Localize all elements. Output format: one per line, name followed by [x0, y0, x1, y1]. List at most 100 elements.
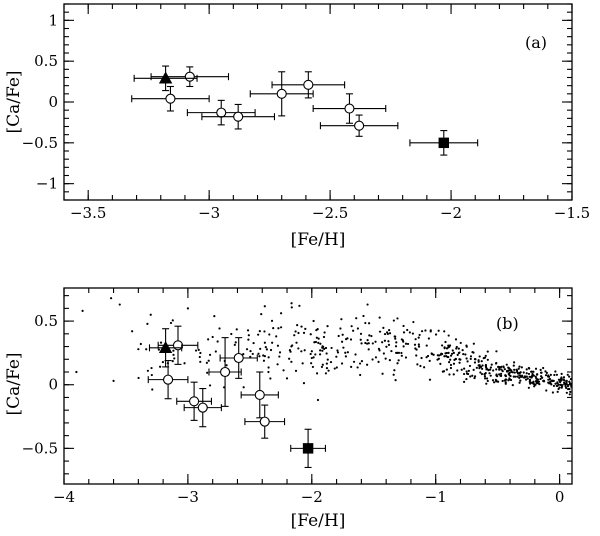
field-star-point: [146, 322, 149, 326]
field-star-point: [400, 354, 403, 357]
field-star-point: [417, 345, 421, 348]
data-point-open-circle: [147, 359, 189, 400]
field-star-point: [402, 340, 405, 343]
field-star-point: [556, 390, 559, 393]
field-star-point: [354, 353, 357, 356]
field-star-point: [505, 370, 509, 373]
open-circle-marker: [163, 374, 174, 385]
field-star-point: [511, 384, 514, 387]
field-star-point: [527, 366, 530, 370]
open-circle-marker: [354, 120, 365, 131]
field-star-point: [510, 370, 513, 373]
field-star-point: [443, 355, 446, 358]
field-star-point: [378, 330, 382, 333]
field-star-point: [339, 327, 342, 330]
field-star-point: [562, 378, 565, 381]
field-star-point: [291, 344, 294, 347]
field-star-point: [358, 362, 362, 365]
field-star-point: [519, 375, 523, 378]
field-star-point: [531, 373, 535, 377]
panel-b-x-axis-label: [Fe/H]: [291, 511, 346, 531]
field-star-point: [465, 357, 468, 360]
field-star-point: [454, 357, 458, 361]
field-star-point: [312, 356, 315, 359]
field-star-point: [443, 330, 446, 333]
field-star-point: [364, 341, 367, 345]
field-star-point: [449, 366, 453, 370]
panel-b-marks: [147, 325, 326, 469]
field-star-point: [489, 368, 492, 371]
field-star-point: [490, 363, 493, 366]
field-star-point: [264, 346, 267, 349]
field-star-point: [404, 342, 408, 345]
field-star-point: [508, 377, 511, 380]
field-star-point: [303, 349, 306, 352]
field-star-point: [479, 371, 482, 374]
field-star-point: [524, 378, 528, 381]
field-star-point: [383, 339, 387, 342]
field-star-point: [548, 377, 552, 381]
field-star-point: [263, 305, 266, 308]
field-star-point: [523, 376, 526, 379]
field-star-point: [473, 376, 476, 380]
field-star-point: [547, 381, 550, 384]
field-star-point: [366, 303, 369, 306]
field-star-point: [118, 303, 121, 306]
field-star-point: [551, 391, 555, 394]
field-star-point: [568, 382, 572, 385]
field-star-point: [440, 344, 444, 347]
field-star-point: [378, 316, 381, 319]
field-star-point: [497, 365, 500, 368]
field-star-point: [112, 379, 115, 383]
field-star-point: [505, 363, 508, 366]
field-star-point: [146, 369, 149, 372]
field-star-point: [297, 347, 300, 350]
field-star-point: [553, 373, 556, 377]
field-star-point: [149, 313, 152, 316]
field-star-point: [400, 338, 403, 341]
field-star-point: [295, 341, 298, 344]
data-point-open-circle: [244, 404, 286, 439]
field-star-point: [503, 379, 506, 382]
field-star-point: [352, 360, 356, 363]
field-star-point: [551, 379, 554, 383]
x-tick-label: −4: [53, 488, 75, 506]
field-star-point: [536, 373, 539, 376]
field-star-point: [315, 329, 318, 332]
field-star-point: [465, 370, 468, 373]
field-star-point: [330, 346, 333, 350]
field-star-point: [559, 379, 562, 382]
panel-a-frame: [63, 3, 573, 201]
field-star-point: [235, 328, 238, 331]
field-star-point: [545, 371, 548, 374]
field-star-point: [145, 348, 148, 351]
panel-b-tick-labels: −4 −3 −2 −1 0 −0.5 0 0.5: [22, 312, 565, 506]
field-star-point: [151, 388, 154, 391]
field-star-point: [300, 325, 303, 328]
open-circle-marker: [220, 366, 231, 378]
field-star-point: [216, 340, 219, 343]
field-star-point: [459, 341, 462, 345]
field-star-point: [475, 366, 478, 369]
field-star-point: [536, 378, 540, 381]
field-star-point: [297, 331, 300, 335]
field-star-point: [269, 377, 272, 380]
field-star-point: [448, 345, 451, 348]
field-star-point: [81, 309, 84, 313]
field-star-point: [319, 342, 322, 345]
field-star-point: [318, 353, 322, 356]
field-star-point: [533, 385, 536, 388]
field-star-point: [208, 384, 212, 387]
field-star-point: [501, 379, 504, 383]
field-star-point: [368, 334, 371, 337]
data-point-open-circle: [240, 371, 279, 419]
field-star-point: [384, 357, 387, 360]
field-star-point: [512, 375, 515, 378]
data-point-open-circle: [183, 387, 222, 428]
x-tick-label: 0: [555, 488, 565, 506]
field-star-point: [272, 327, 275, 330]
field-star-point: [525, 368, 528, 371]
open-circle-marker: [233, 111, 244, 122]
field-star-point: [340, 318, 343, 321]
